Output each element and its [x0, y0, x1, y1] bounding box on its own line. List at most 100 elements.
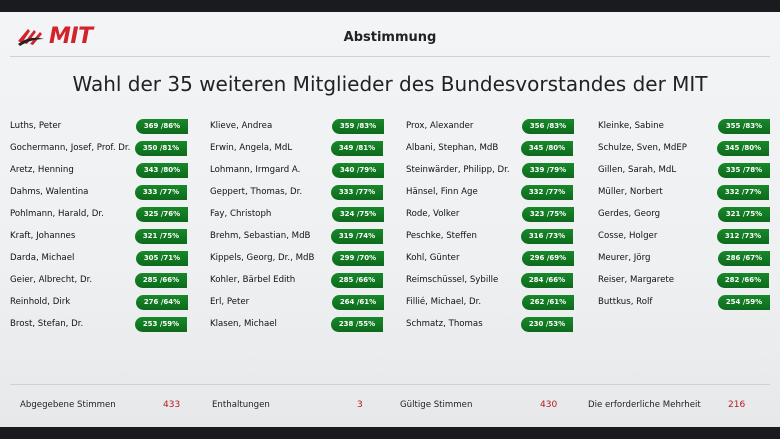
candidate-name: Hänsel, Finn Age	[406, 187, 478, 197]
candidate-name: Kohl, Günter	[406, 253, 460, 263]
vote-result-badge: 345 /80%	[521, 141, 573, 156]
candidate-row: Pohlmann, Harald, Dr. 325 /76%	[10, 205, 200, 227]
candidate-name: Schulze, Sven, MdEP	[598, 143, 687, 153]
candidate-name: Reimschüssel, Sybille	[406, 275, 499, 285]
candidate-name: Gochermann, Josef, Prof. Dr.	[10, 143, 131, 153]
candidate-row: Dahms, Walentina 333 /77%	[10, 183, 200, 205]
candidate-column: Prox, Alexander 356 /83% Albani, Stephan, …	[406, 117, 596, 337]
candidate-name: Reiser, Margarete	[598, 275, 675, 285]
candidate-row: Geppert, Thomas, Dr. 333 /77%	[210, 183, 400, 205]
candidate-name: Gerdes, Georg	[598, 209, 661, 219]
candidate-row: Darda, Michael 305 /71%	[10, 249, 200, 271]
candidate-row: Steinwärder, Philipp, Dr. 339 /79%	[406, 161, 596, 183]
abstentions-value: 3	[357, 400, 363, 410]
vote-result-badge: 345 /80%	[717, 141, 769, 156]
candidate-row: Reiser, Margarete 282 /66%	[598, 271, 780, 293]
vote-result-badge: 230 /53%	[521, 317, 573, 332]
candidate-row: Klasen, Michael 238 /55%	[210, 315, 400, 337]
vote-result-badge: 296 /69%	[522, 251, 574, 266]
candidate-name: Dahms, Walentina	[10, 187, 89, 197]
candidate-name: Brehm, Sebastian, MdB	[210, 231, 311, 241]
vote-result-badge: 285 /66%	[135, 273, 187, 288]
candidate-name: Kippels, Georg, Dr., MdB	[210, 253, 315, 263]
candidate-row: Kleinke, Sabine 355 /83%	[598, 117, 780, 139]
candidate-name: Kleinke, Sabine	[598, 121, 664, 131]
candidate-row: Kohl, Günter 296 /69%	[406, 249, 596, 271]
candidate-column: Kleinke, Sabine 355 /83% Schulze, Sven, Md…	[598, 117, 780, 315]
candidate-row: Cosse, Holger 312 /73%	[598, 227, 780, 249]
candidate-row: Prox, Alexander 356 /83%	[406, 117, 596, 139]
logo-text: MIT	[49, 23, 93, 49]
vote-result-badge: 324 /75%	[332, 207, 384, 222]
vote-result-badge: 332 /77%	[521, 185, 573, 200]
vote-result-badge: 276 /64%	[136, 295, 188, 310]
vote-result-badge: 238 /55%	[331, 317, 383, 332]
candidate-row: Erl, Peter 264 /61%	[210, 293, 400, 315]
vote-result-badge: 369 /86%	[136, 119, 188, 134]
required-majority-label: Die erforderliche Mehrheit	[588, 400, 701, 410]
vote-result-badge: 316 /73%	[521, 229, 573, 244]
candidate-name: Steinwärder, Philipp, Dr.	[406, 165, 510, 175]
valid-votes-label: Gültige Stimmen	[400, 400, 473, 410]
candidate-name: Buttkus, Rolf	[598, 297, 653, 307]
footer-divider	[10, 384, 770, 385]
candidate-name: Müller, Norbert	[598, 187, 663, 197]
candidate-name: Cosse, Holger	[598, 231, 658, 241]
vote-result-badge: 339 /79%	[522, 163, 574, 178]
cast-votes-value: 433	[163, 400, 181, 410]
header-title: Abstimmung	[343, 30, 437, 45]
vote-result-badge: 356 /83%	[522, 119, 574, 134]
vote-result-badge: 321 /75%	[718, 207, 770, 222]
abstentions-label: Enthaltungen	[212, 400, 270, 410]
candidate-row: Erwin, Angela, MdL 349 /81%	[210, 139, 400, 161]
candidate-row: Schulze, Sven, MdEP 345 /80%	[598, 139, 780, 161]
candidate-row: Geier, Albrecht, Dr. 285 /66%	[10, 271, 200, 293]
vote-result-badge: 321 /75%	[135, 229, 187, 244]
candidate-name: Darda, Michael	[10, 253, 75, 263]
candidate-row: Brost, Stefan, Dr. 253 /59%	[10, 315, 200, 337]
candidate-row: Kohler, Bärbel Edith 285 /66%	[210, 271, 400, 293]
candidate-row: Hänsel, Finn Age 332 /77%	[406, 183, 596, 205]
candidate-row: Reimschüssel, Sybille 284 /66%	[406, 271, 596, 293]
candidate-row: Schmatz, Thomas 230 /53%	[406, 315, 596, 337]
candidate-name: Reinhold, Dirk	[10, 297, 71, 307]
vote-result-badge: 335 /78%	[718, 163, 770, 178]
candidate-name: Geier, Albrecht, Dr.	[10, 275, 93, 285]
candidate-row: Rode, Volker 323 /75%	[406, 205, 596, 227]
page-title: Wahl der 35 weiteren Mitglieder des Bund…	[72, 72, 708, 96]
vote-result-badge: 312 /73%	[717, 229, 769, 244]
mit-logo: MIT	[16, 23, 93, 49]
candidate-row: Fay, Christoph 324 /75%	[210, 205, 400, 227]
presentation-screen: MIT Abstimmung Wahl der 35 weiteren Mitg…	[0, 12, 780, 427]
candidate-name: Kohler, Bärbel Edith	[210, 275, 296, 285]
vote-result-badge: 305 /71%	[136, 251, 188, 266]
candidate-name: Albani, Stephan, MdB	[406, 143, 499, 153]
vote-result-badge: 282 /66%	[717, 273, 769, 288]
vote-result-badge: 285 /66%	[331, 273, 383, 288]
vote-result-badge: 333 /77%	[135, 185, 187, 200]
candidate-name: Erwin, Angela, MdL	[210, 143, 293, 153]
candidate-row: Reinhold, Dirk 276 /64%	[10, 293, 200, 315]
candidate-row: Gochermann, Josef, Prof. Dr. 350 /81%	[10, 139, 200, 161]
candidate-name: Schmatz, Thomas	[406, 319, 483, 329]
candidate-name: Klasen, Michael	[210, 319, 277, 329]
vote-result-badge: 284 /66%	[521, 273, 573, 288]
candidate-column: Klieve, Andrea 359 /83% Erwin, Angela, MdL…	[210, 117, 400, 337]
cast-votes-label: Abgegebene Stimmen	[20, 400, 116, 410]
candidate-row: Gillen, Sarah, MdL 335 /78%	[598, 161, 780, 183]
candidate-name: Prox, Alexander	[406, 121, 474, 131]
candidate-name: Peschke, Steffen	[406, 231, 477, 241]
candidate-name: Erl, Peter	[210, 297, 250, 307]
candidate-column: Luths, Peter 369 /86% Gochermann, Josef, P…	[10, 117, 200, 337]
candidate-row: Lohmann, Irmgard A. 340 /79%	[210, 161, 400, 183]
vote-result-badge: 299 /70%	[332, 251, 384, 266]
candidate-row: Kippels, Georg, Dr., MdB 299 /70%	[210, 249, 400, 271]
vote-result-badge: 355 /83%	[718, 119, 770, 134]
candidate-row: Kraft, Johannes 321 /75%	[10, 227, 200, 249]
required-majority-value: 216	[728, 400, 746, 410]
candidate-name: Kraft, Johannes	[10, 231, 76, 241]
candidate-name: Geppert, Thomas, Dr.	[210, 187, 303, 197]
candidate-name: Pohlmann, Harald, Dr.	[10, 209, 104, 219]
candidate-row: Fillié, Michael, Dr. 262 /61%	[406, 293, 596, 315]
vote-result-badge: 262 /61%	[522, 295, 574, 310]
